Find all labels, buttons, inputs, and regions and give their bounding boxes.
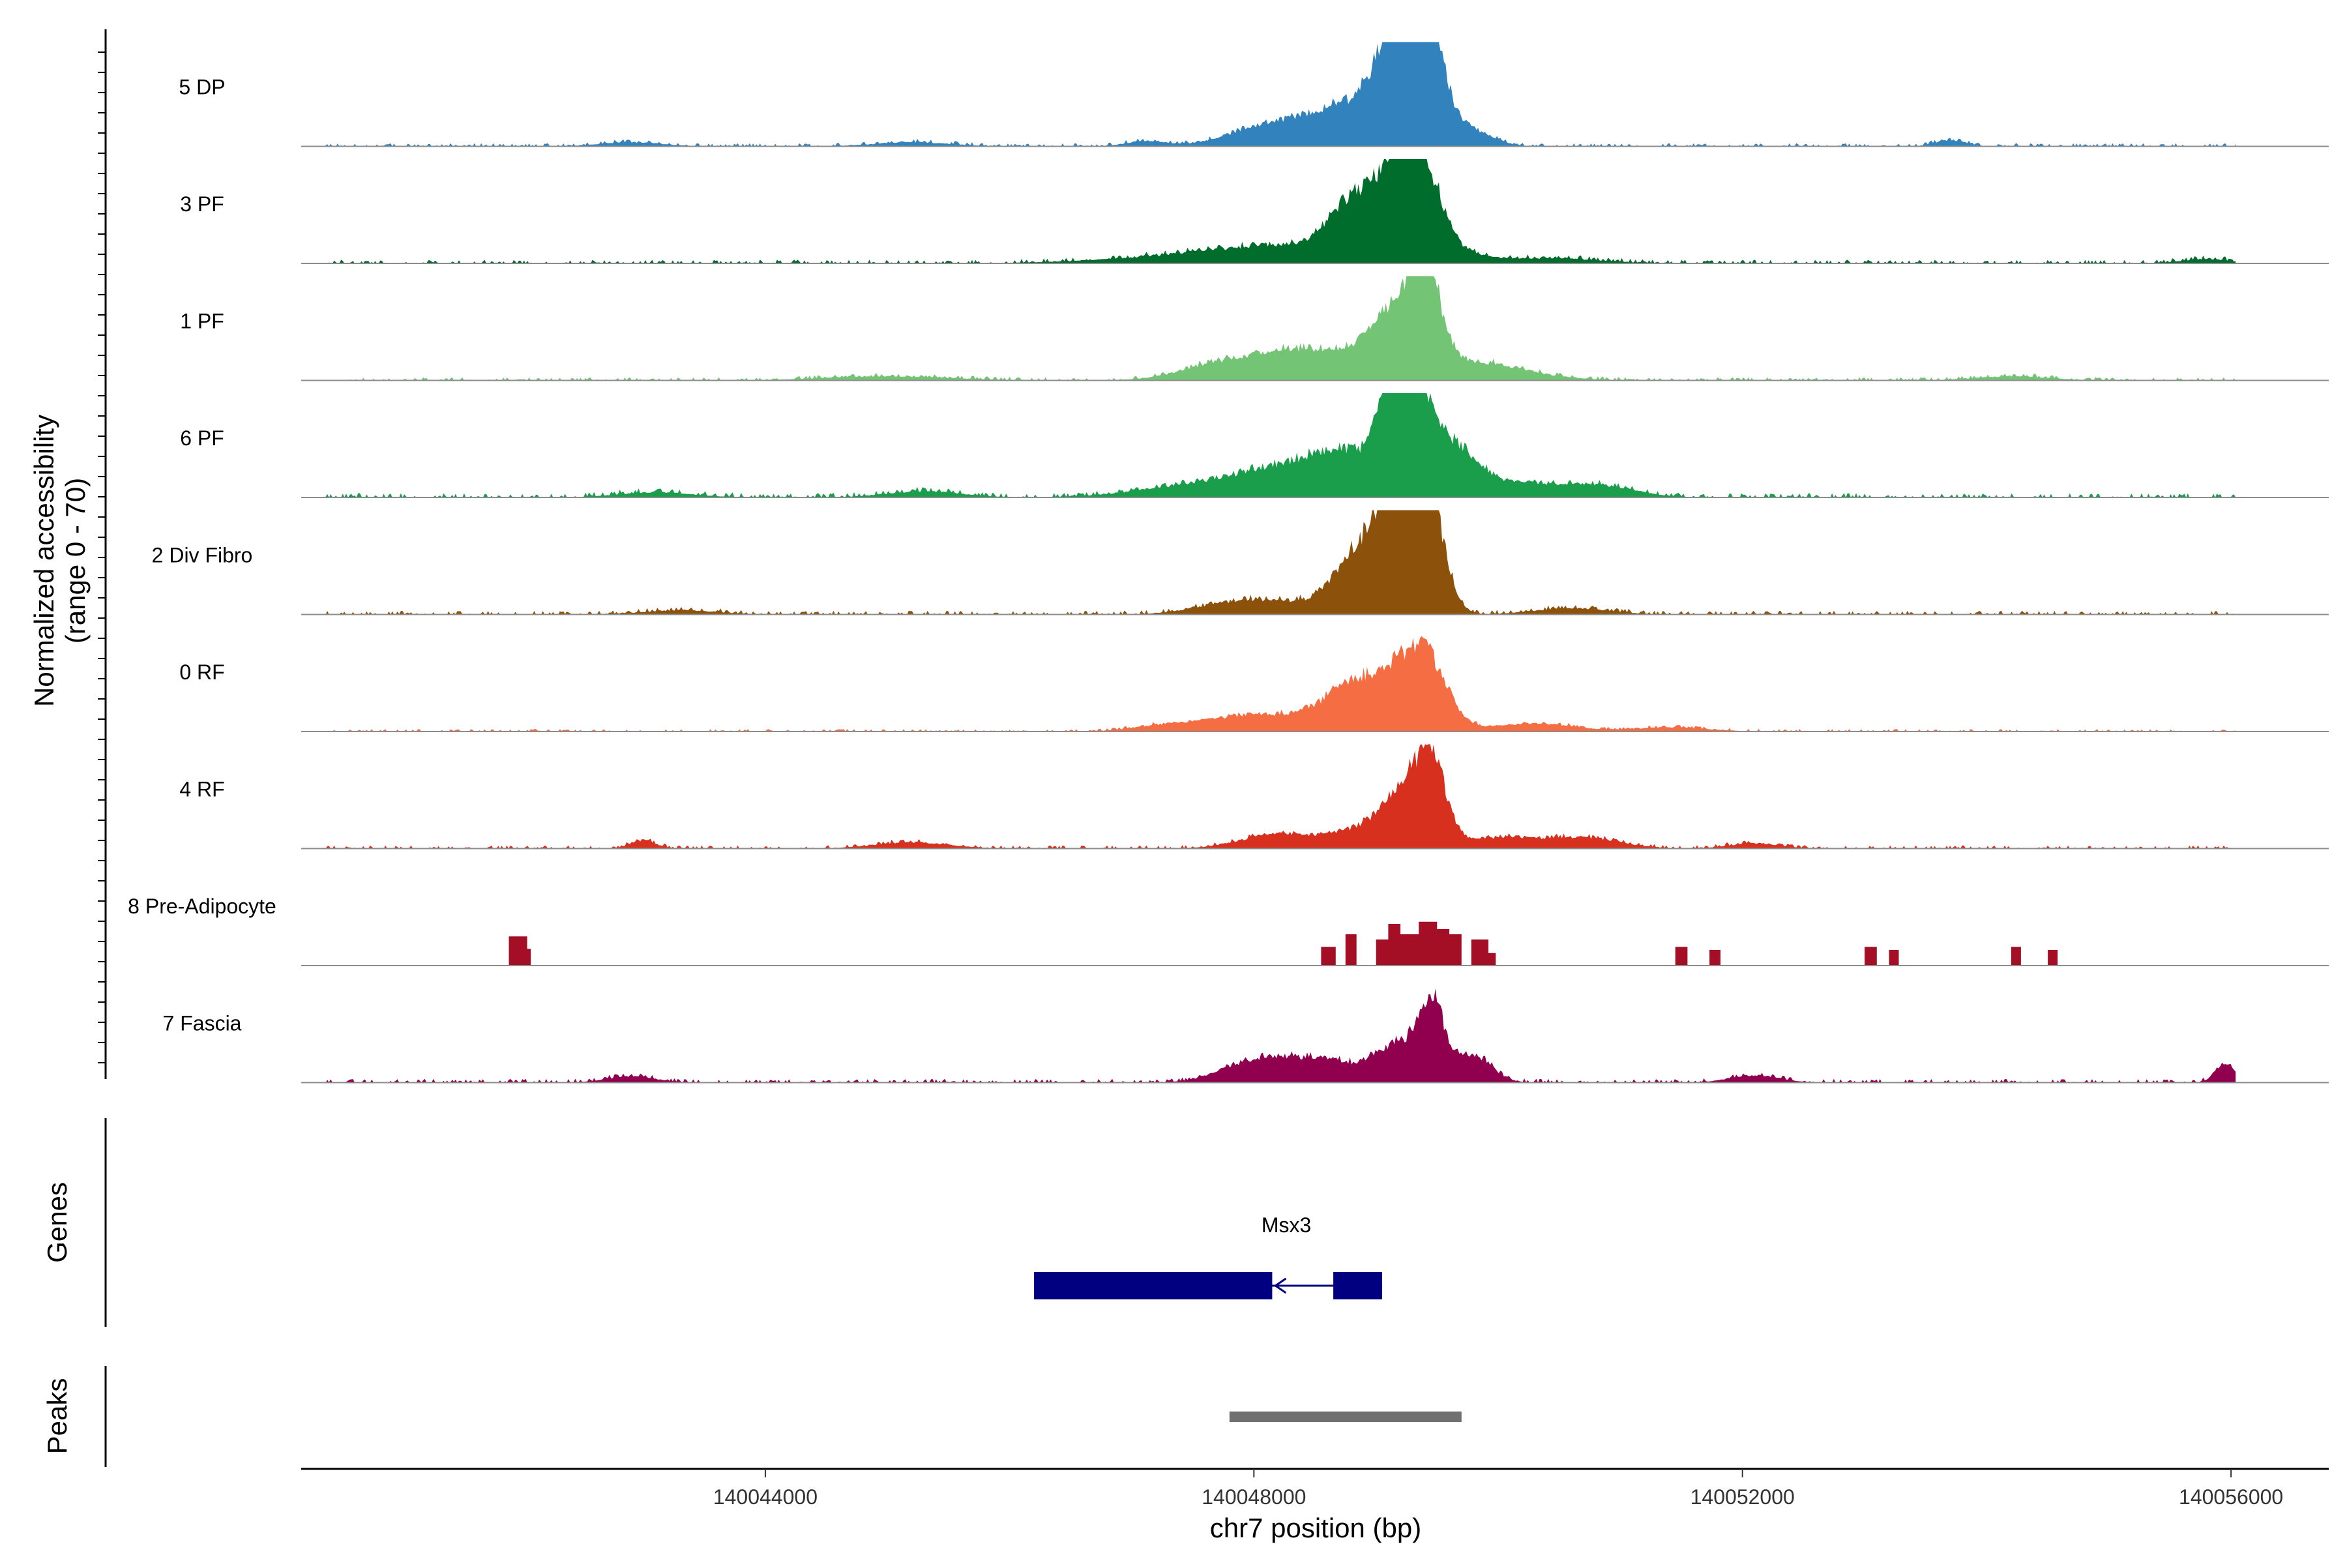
- track-label: 0 RF: [179, 660, 224, 684]
- y-axis-subtitle: (range 0 - 70): [60, 478, 91, 643]
- track-8-pre-adipocyte: 8 Pre-Adipocyte: [128, 895, 2329, 966]
- track-0-rf: 0 RF: [179, 636, 2329, 732]
- track-5-dp: 5 DP: [179, 42, 2329, 147]
- accessibility-area: [325, 988, 2236, 1083]
- accessibility-area: [325, 393, 2236, 497]
- track-label: 4 RF: [179, 778, 224, 801]
- y-axis-ticks: [98, 52, 106, 1063]
- track-label: 1 PF: [180, 310, 224, 333]
- track-6-pf: 6 PF: [180, 393, 2329, 498]
- x-axis-title: chr7 position (bp): [1210, 1513, 1422, 1543]
- gene-label: Msx3: [1262, 1213, 1311, 1237]
- genes-panel-label: Genes: [42, 1182, 72, 1263]
- x-tick-label: 140044000: [713, 1485, 818, 1509]
- track-1-pf: 1 PF: [180, 276, 2329, 381]
- track-label: 5 DP: [179, 76, 225, 99]
- track-2-div-fibro: 2 Div Fibro: [152, 510, 2329, 615]
- track-label: 7 Fascia: [163, 1012, 242, 1035]
- accessibility-area: [325, 159, 2236, 263]
- x-axis-ticks: 140044000 140048000 140052000 140056000: [713, 1469, 2283, 1509]
- genes-track: Msx3: [1034, 1213, 1383, 1299]
- accessibility-area: [325, 636, 2236, 732]
- track-4-rf: 4 RF: [179, 744, 2329, 850]
- x-tick-label: 140048000: [1202, 1485, 1306, 1509]
- x-tick-label: 140056000: [2179, 1485, 2283, 1509]
- accessibility-area: [325, 42, 2236, 147]
- x-tick-label: 140052000: [1690, 1485, 1795, 1509]
- gene-exon: [1034, 1272, 1273, 1299]
- peak-region: [1229, 1412, 1462, 1422]
- accessibility-tracks: 5 DP 3 PF 1 PF 6 PF 2 Div Fibro 0 RF 4 RF 8 Pre…: [128, 42, 2329, 1084]
- track-label: 6 PF: [180, 426, 224, 450]
- peaks-panel-label: Peaks: [42, 1378, 72, 1455]
- y-axis-title: Normalized accessibility: [29, 415, 59, 707]
- gene-msx3: Msx3: [1034, 1213, 1383, 1299]
- track-label: 8 Pre-Adipocyte: [128, 895, 276, 918]
- accessibility-area: [325, 744, 2236, 849]
- peaks-track: [1229, 1412, 1462, 1422]
- track-3-pf: 3 PF: [180, 159, 2329, 264]
- track-label: 3 PF: [180, 192, 224, 216]
- accessibility-area: [325, 510, 2236, 615]
- track-label: 2 Div Fibro: [152, 544, 253, 567]
- gene-exon: [1333, 1272, 1383, 1299]
- accessibility-area: [325, 921, 2237, 966]
- track-7-fascia: 7 Fascia: [163, 988, 2329, 1084]
- strand-arrow-icon: [1273, 1277, 1287, 1294]
- accessibility-area: [325, 276, 2236, 381]
